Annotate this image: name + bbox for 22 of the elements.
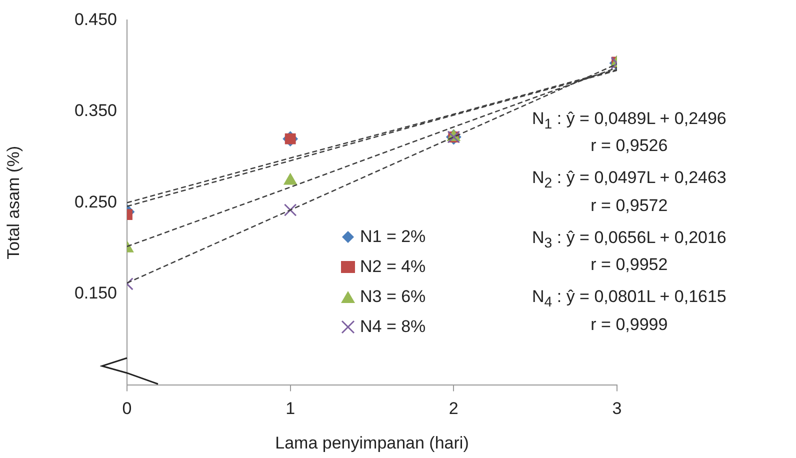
annotation: N$_{4}$ : ŷ = 0,0801L + 0,1615 <box>532 286 726 313</box>
annotation: r = 0,9999 <box>590 314 669 335</box>
y-tick-label: 0.150 <box>74 284 117 303</box>
annotation: N$_{3}$ : ŷ = 0,0656L + 0,2016 <box>532 226 726 254</box>
legend-label: N2 = 4% <box>360 257 426 277</box>
legend-label: N4 = 8% <box>360 317 426 337</box>
y-axis-title: Total asam (%) <box>4 146 23 260</box>
annotation: r = 0,9952 <box>590 254 669 276</box>
x-tick-label: 1 <box>286 399 296 418</box>
x-tick-label: 0 <box>122 399 132 418</box>
legend-label: N3 = 6% <box>360 287 426 307</box>
annotation: N$_{2}$ : ŷ = 0,0497L + 0,2463 <box>532 167 726 194</box>
y-tick-label: 0.350 <box>74 101 117 120</box>
x-tick-label: 3 <box>612 399 622 418</box>
x-axis-title: Lama penyimpanan (hari) <box>275 433 469 452</box>
annotation: r = 0,9572 <box>590 194 669 216</box>
annotation: r = 0,9526 <box>590 135 669 156</box>
y-tick-label: 0.450 <box>74 10 117 29</box>
legend-label: N1 = 2% <box>360 227 426 247</box>
annotation: N$_{1}$ : ŷ = 0,0489L + 0,2496 <box>532 108 726 134</box>
y-tick-label: 0.250 <box>74 192 117 212</box>
x-tick-label: 2 <box>448 399 458 418</box>
